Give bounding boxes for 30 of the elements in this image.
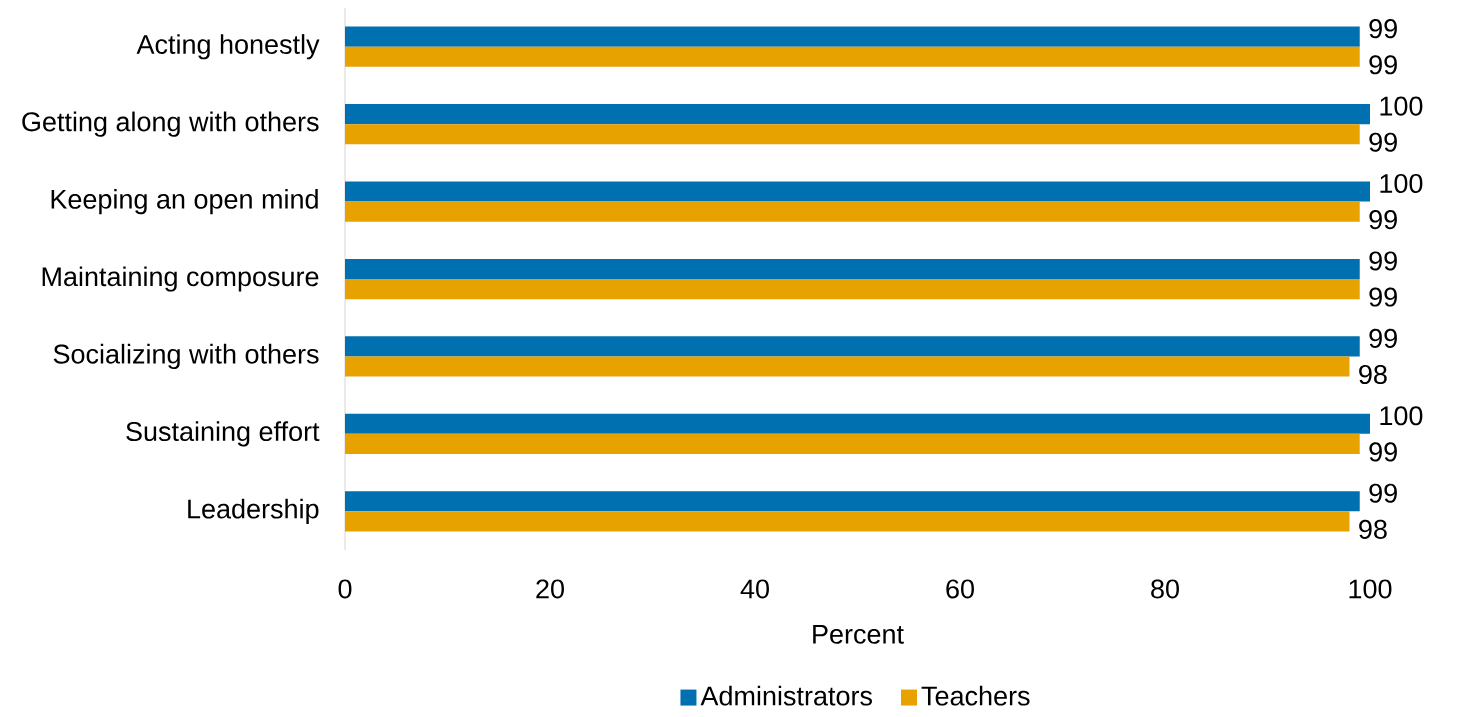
legend-label: Teachers xyxy=(921,685,1030,706)
x-tick-label: 40 xyxy=(740,579,769,599)
data-label: 99 xyxy=(1369,251,1397,271)
data-label: 99 xyxy=(1369,442,1397,462)
y-tick-label: Maintaining composure xyxy=(42,266,319,292)
data-label: 99 xyxy=(1369,483,1397,503)
data-label: 98 xyxy=(1359,364,1387,385)
x-tick-label: 80 xyxy=(1151,579,1179,599)
y-tick-label: Socializing with others xyxy=(53,343,319,370)
data-label: 99 xyxy=(1369,287,1397,307)
data-label: 99 xyxy=(1369,132,1397,152)
data-label: 100 xyxy=(1380,96,1423,116)
data-label: 100 xyxy=(1380,406,1423,426)
data-label: 98 xyxy=(1359,519,1387,539)
x-tick-label: 0 xyxy=(338,579,352,599)
y-tick-label: Leadership xyxy=(188,498,319,524)
x-tick-label: 20 xyxy=(536,579,564,599)
legend-label: Administrators xyxy=(700,685,872,706)
data-label: 99 xyxy=(1369,210,1397,230)
x-tick-label: 100 xyxy=(1349,579,1392,599)
y-tick-label: Getting along with others xyxy=(22,111,319,137)
data-label: 99 xyxy=(1369,328,1397,348)
data-label: 99 xyxy=(1369,19,1397,39)
y-tick-label: Sustaining effort xyxy=(126,421,320,447)
x-axis-title: Percent xyxy=(813,624,904,644)
y-tick-label: Acting honestly xyxy=(136,34,320,60)
y-tick-label: Keeping an open mind xyxy=(51,188,318,215)
x-tick-label: 60 xyxy=(946,579,974,599)
data-label: 99 xyxy=(1369,55,1397,75)
data-label: 100 xyxy=(1380,173,1423,194)
